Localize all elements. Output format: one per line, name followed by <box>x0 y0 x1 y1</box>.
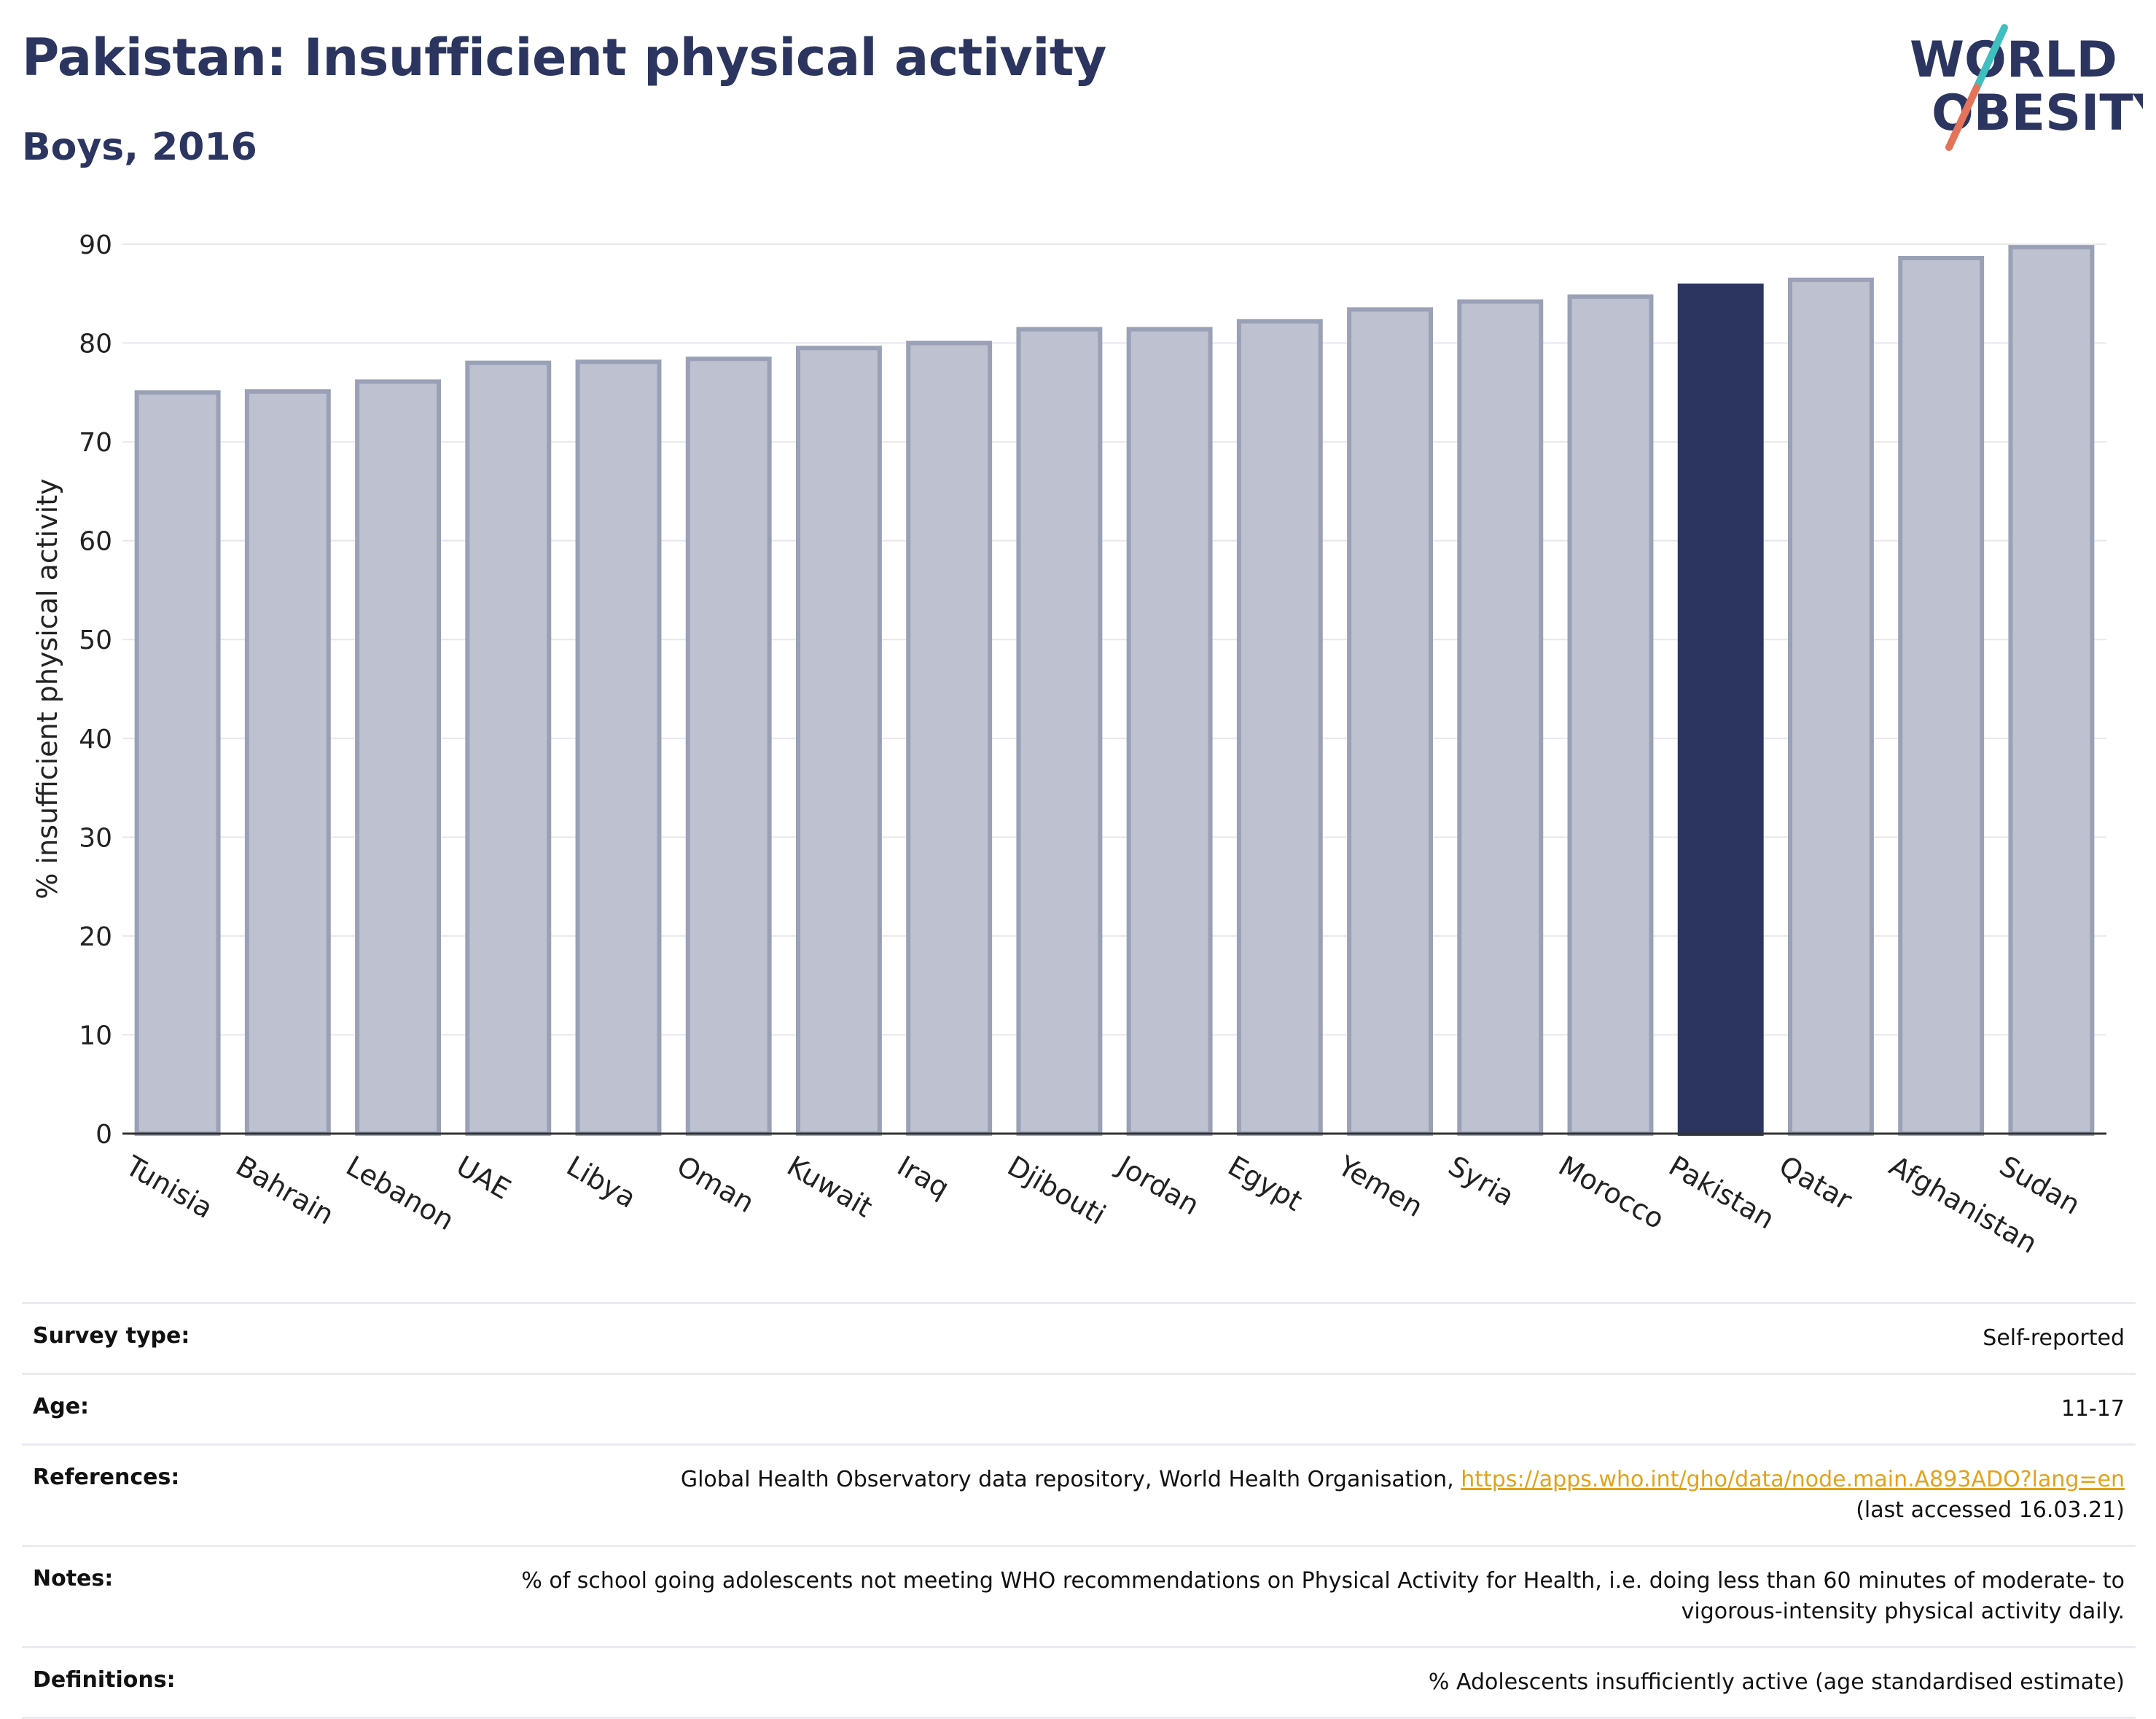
y-tick-label: 0 <box>95 1120 112 1150</box>
info-row-value: Self-reported <box>1983 1325 2125 1351</box>
x-tick-label: Syria <box>1443 1150 1520 1212</box>
x-tick-label: Morocco <box>1553 1150 1670 1236</box>
bar-egypt <box>1236 319 1323 1137</box>
bar-lebanon <box>355 379 442 1136</box>
info-row: References: Global Health Observatory dat… <box>22 1443 2136 1545</box>
bar-chart: 0 10 20 30 40 50 60 70 80 90 Tunisia Bahrain Lebano… <box>31 230 2106 1260</box>
x-tick-label: UAE <box>451 1150 516 1206</box>
y-tick-label: 80 <box>79 330 112 359</box>
x-tick-label: Sudan <box>1994 1150 2086 1221</box>
x-tick-label: Libya <box>561 1150 641 1215</box>
y-tick-label: 50 <box>79 625 112 655</box>
bar-uae <box>465 360 552 1137</box>
bar-pakistan <box>1677 283 1764 1136</box>
x-tick-label: Bahrain <box>230 1150 339 1231</box>
y-tick-label: 30 <box>79 823 112 853</box>
bar-sudan <box>2008 245 2095 1137</box>
x-tick-label: Qatar <box>1773 1150 1857 1217</box>
info-row-label: References: <box>33 1465 180 1490</box>
x-tick-label: Jordan <box>1111 1149 1204 1222</box>
y-tick-label: 90 <box>79 230 112 260</box>
info-row: Age: 11-17 <box>22 1373 2136 1443</box>
info-row: Notes: % of school going adolescents not … <box>22 1545 2136 1646</box>
bar-qatar <box>1787 277 1874 1136</box>
bar-kuwait <box>795 346 882 1136</box>
bar-bahrain <box>244 389 331 1136</box>
reference-link[interactable]: https://apps.who.int/gho/data/node.main.… <box>1461 1467 2125 1492</box>
info-row-label: Definitions: <box>33 1667 176 1693</box>
x-tick-label: Lebanon <box>341 1150 460 1236</box>
info-row-value: % Adolescents insufficiently active (age… <box>1428 1669 2125 1695</box>
y-tick-label: 60 <box>79 527 112 557</box>
x-tick-label: Egypt <box>1222 1150 1308 1217</box>
info-table: Survey type: Self-reported Age: 11-17 Refere… <box>22 1302 2136 1719</box>
bar-libya <box>575 359 662 1136</box>
x-tick-label: Yemen <box>1332 1149 1429 1223</box>
bar-yemen <box>1347 307 1434 1136</box>
x-tick-label: Djibouti <box>1002 1150 1112 1231</box>
y-tick-label: 40 <box>79 725 112 755</box>
info-row: Survey type: Self-reported <box>22 1302 2136 1373</box>
logo-line-1: WORLD <box>1910 31 2117 89</box>
y-axis-label: % insufficient physical activity <box>31 478 63 899</box>
info-row-value: 11-17 <box>2061 1396 2125 1422</box>
page-subtitle: Boys, 2016 <box>22 125 257 169</box>
x-tick-label: Kuwait <box>781 1150 878 1224</box>
y-tick-label: 10 <box>79 1021 112 1050</box>
bar-tunisia <box>134 390 221 1136</box>
y-axis-ticks: 0 10 20 30 40 50 60 70 80 90 <box>79 230 112 1150</box>
bar-jordan <box>1126 327 1213 1137</box>
bar-morocco <box>1567 294 1654 1136</box>
info-row-value: % of school going adolescents not meetin… <box>521 1568 2125 1624</box>
x-tick-label: Pakistan <box>1663 1150 1780 1236</box>
page-title: Pakistan: Insufficient physical activity <box>22 28 1106 87</box>
chart-bars <box>134 245 2095 1137</box>
world-obesity-logo: WORLD OBESITY <box>1910 24 2143 151</box>
bar-djibouti <box>1016 327 1103 1137</box>
bar-afghanistan <box>1898 255 1985 1136</box>
info-row: Definitions: % Adolescents insufficiently… <box>22 1646 2136 1719</box>
info-row-value: Global Health Observatory data repositor… <box>680 1467 2125 1523</box>
x-tick-label: Tunisia <box>120 1149 218 1225</box>
y-tick-label: 20 <box>79 922 112 952</box>
x-tick-label: Iraq <box>892 1150 955 1204</box>
info-row-label: Age: <box>33 1394 90 1419</box>
info-row-label: Notes: <box>33 1566 114 1591</box>
bar-syria <box>1457 299 1544 1137</box>
bar-iraq <box>906 340 993 1136</box>
x-tick-label: Oman <box>671 1150 759 1219</box>
bar-oman <box>685 356 772 1137</box>
y-tick-label: 70 <box>79 428 112 458</box>
info-row-label: Survey type: <box>33 1323 190 1349</box>
